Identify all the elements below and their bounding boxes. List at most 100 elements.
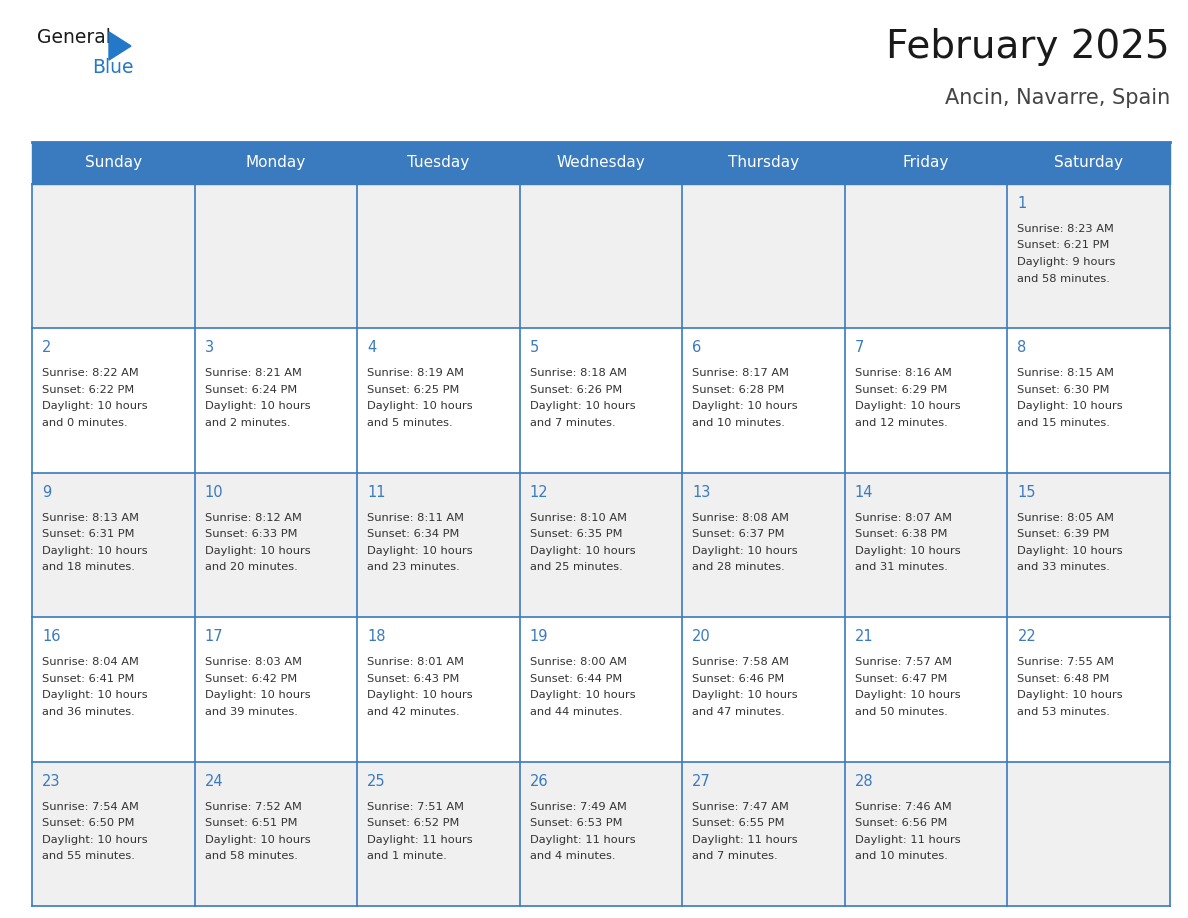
Text: 25: 25 xyxy=(367,774,386,789)
Text: Daylight: 9 hours: Daylight: 9 hours xyxy=(1017,257,1116,267)
Bar xyxy=(32,473,1170,617)
Text: Sunset: 6:42 PM: Sunset: 6:42 PM xyxy=(204,674,297,684)
Text: Sunset: 6:55 PM: Sunset: 6:55 PM xyxy=(693,818,785,828)
Text: Sunset: 6:30 PM: Sunset: 6:30 PM xyxy=(1017,385,1110,395)
Text: Daylight: 10 hours: Daylight: 10 hours xyxy=(693,546,798,555)
Text: Sunset: 6:48 PM: Sunset: 6:48 PM xyxy=(1017,674,1110,684)
Text: and 1 minute.: and 1 minute. xyxy=(367,851,447,861)
Text: Sunrise: 8:11 AM: Sunrise: 8:11 AM xyxy=(367,513,465,522)
Text: and 7 minutes.: and 7 minutes. xyxy=(530,418,615,428)
Text: Daylight: 10 hours: Daylight: 10 hours xyxy=(204,546,310,555)
Bar xyxy=(32,184,1170,329)
Text: Sunrise: 8:12 AM: Sunrise: 8:12 AM xyxy=(204,513,302,522)
Text: Sunset: 6:38 PM: Sunset: 6:38 PM xyxy=(855,530,947,539)
Text: Sunrise: 8:05 AM: Sunrise: 8:05 AM xyxy=(1017,513,1114,522)
Text: Wednesday: Wednesday xyxy=(557,155,645,171)
Text: Sunset: 6:35 PM: Sunset: 6:35 PM xyxy=(530,530,623,539)
Text: Sunrise: 8:03 AM: Sunrise: 8:03 AM xyxy=(204,657,302,667)
Text: Sunset: 6:22 PM: Sunset: 6:22 PM xyxy=(42,385,134,395)
Text: Daylight: 10 hours: Daylight: 10 hours xyxy=(204,401,310,411)
Text: and 25 minutes.: and 25 minutes. xyxy=(530,563,623,572)
Text: February 2025: February 2025 xyxy=(886,28,1170,66)
Text: Sunrise: 8:18 AM: Sunrise: 8:18 AM xyxy=(530,368,627,378)
Text: 3: 3 xyxy=(204,341,214,355)
Text: Daylight: 10 hours: Daylight: 10 hours xyxy=(204,690,310,700)
Text: 18: 18 xyxy=(367,629,386,644)
Text: and 4 minutes.: and 4 minutes. xyxy=(530,851,615,861)
Text: and 31 minutes.: and 31 minutes. xyxy=(855,563,948,572)
Text: Sunset: 6:37 PM: Sunset: 6:37 PM xyxy=(693,530,785,539)
Text: 15: 15 xyxy=(1017,485,1036,499)
Text: Sunset: 6:47 PM: Sunset: 6:47 PM xyxy=(855,674,947,684)
Text: and 50 minutes.: and 50 minutes. xyxy=(855,707,948,717)
Text: Sunset: 6:56 PM: Sunset: 6:56 PM xyxy=(855,818,947,828)
Text: Sunrise: 7:55 AM: Sunrise: 7:55 AM xyxy=(1017,657,1114,667)
Text: Sunrise: 8:23 AM: Sunrise: 8:23 AM xyxy=(1017,224,1114,234)
Text: Sunrise: 8:17 AM: Sunrise: 8:17 AM xyxy=(693,368,789,378)
Text: 21: 21 xyxy=(855,629,873,644)
Text: Daylight: 10 hours: Daylight: 10 hours xyxy=(530,401,636,411)
Text: Sunrise: 7:54 AM: Sunrise: 7:54 AM xyxy=(42,801,139,812)
Text: Daylight: 10 hours: Daylight: 10 hours xyxy=(1017,690,1123,700)
Text: Sunset: 6:29 PM: Sunset: 6:29 PM xyxy=(855,385,947,395)
Text: Daylight: 10 hours: Daylight: 10 hours xyxy=(367,690,473,700)
Text: Daylight: 10 hours: Daylight: 10 hours xyxy=(367,546,473,555)
Text: Sunset: 6:34 PM: Sunset: 6:34 PM xyxy=(367,530,460,539)
Text: Sunset: 6:44 PM: Sunset: 6:44 PM xyxy=(530,674,623,684)
Text: Daylight: 11 hours: Daylight: 11 hours xyxy=(530,834,636,845)
Text: and 12 minutes.: and 12 minutes. xyxy=(855,418,948,428)
Text: and 0 minutes.: and 0 minutes. xyxy=(42,418,127,428)
Text: 26: 26 xyxy=(530,774,549,789)
Text: Daylight: 10 hours: Daylight: 10 hours xyxy=(530,690,636,700)
Text: Sunset: 6:31 PM: Sunset: 6:31 PM xyxy=(42,530,134,539)
Text: 12: 12 xyxy=(530,485,549,499)
Text: 2: 2 xyxy=(42,341,51,355)
Text: 6: 6 xyxy=(693,341,702,355)
Text: Daylight: 10 hours: Daylight: 10 hours xyxy=(42,546,147,555)
Text: Sunday: Sunday xyxy=(84,155,141,171)
Text: 1: 1 xyxy=(1017,196,1026,211)
Text: Monday: Monday xyxy=(246,155,307,171)
Text: Daylight: 10 hours: Daylight: 10 hours xyxy=(530,546,636,555)
Text: and 47 minutes.: and 47 minutes. xyxy=(693,707,785,717)
Text: 22: 22 xyxy=(1017,629,1036,644)
Text: Sunset: 6:26 PM: Sunset: 6:26 PM xyxy=(530,385,623,395)
Bar xyxy=(32,142,1170,184)
Text: Sunset: 6:51 PM: Sunset: 6:51 PM xyxy=(204,818,297,828)
Text: Daylight: 10 hours: Daylight: 10 hours xyxy=(204,834,310,845)
Text: Sunset: 6:39 PM: Sunset: 6:39 PM xyxy=(1017,530,1110,539)
Text: Sunrise: 7:46 AM: Sunrise: 7:46 AM xyxy=(855,801,952,812)
Text: Sunrise: 7:51 AM: Sunrise: 7:51 AM xyxy=(367,801,465,812)
Text: Daylight: 10 hours: Daylight: 10 hours xyxy=(367,401,473,411)
Text: Sunrise: 8:22 AM: Sunrise: 8:22 AM xyxy=(42,368,139,378)
Text: 24: 24 xyxy=(204,774,223,789)
Text: Sunrise: 8:13 AM: Sunrise: 8:13 AM xyxy=(42,513,139,522)
Text: Sunrise: 7:49 AM: Sunrise: 7:49 AM xyxy=(530,801,626,812)
Text: Sunset: 6:41 PM: Sunset: 6:41 PM xyxy=(42,674,134,684)
Text: Thursday: Thursday xyxy=(728,155,800,171)
Text: Sunrise: 8:01 AM: Sunrise: 8:01 AM xyxy=(367,657,465,667)
Text: 9: 9 xyxy=(42,485,51,499)
Text: Sunrise: 8:21 AM: Sunrise: 8:21 AM xyxy=(204,368,302,378)
Text: Friday: Friday xyxy=(903,155,949,171)
Text: Sunrise: 8:08 AM: Sunrise: 8:08 AM xyxy=(693,513,789,522)
Text: 4: 4 xyxy=(367,341,377,355)
Text: Daylight: 10 hours: Daylight: 10 hours xyxy=(855,401,960,411)
Text: Sunrise: 7:57 AM: Sunrise: 7:57 AM xyxy=(855,657,952,667)
Text: Sunrise: 8:04 AM: Sunrise: 8:04 AM xyxy=(42,657,139,667)
Text: 14: 14 xyxy=(855,485,873,499)
Text: and 10 minutes.: and 10 minutes. xyxy=(693,418,785,428)
Text: Blue: Blue xyxy=(91,58,133,77)
Text: Daylight: 11 hours: Daylight: 11 hours xyxy=(693,834,798,845)
Text: 16: 16 xyxy=(42,629,61,644)
Text: Sunset: 6:53 PM: Sunset: 6:53 PM xyxy=(530,818,623,828)
Text: and 23 minutes.: and 23 minutes. xyxy=(367,563,460,572)
Text: Sunrise: 8:19 AM: Sunrise: 8:19 AM xyxy=(367,368,465,378)
Text: 11: 11 xyxy=(367,485,386,499)
Text: 8: 8 xyxy=(1017,341,1026,355)
Text: and 42 minutes.: and 42 minutes. xyxy=(367,707,460,717)
Text: Sunrise: 8:07 AM: Sunrise: 8:07 AM xyxy=(855,513,952,522)
Text: 23: 23 xyxy=(42,774,61,789)
Bar xyxy=(32,617,1170,762)
Text: and 58 minutes.: and 58 minutes. xyxy=(204,851,297,861)
